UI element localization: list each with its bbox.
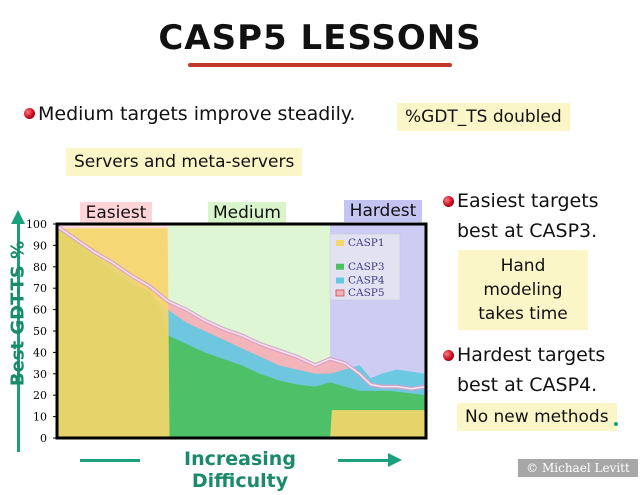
band-label-hardest: Hardest: [344, 200, 422, 222]
x-axis-arrow-line-right: [338, 459, 390, 462]
note-hand-modeling-line2: takes time: [478, 304, 568, 324]
y-tick-label: 40: [33, 346, 47, 359]
bullet-hardest-line1: Hardest targets: [457, 344, 606, 366]
y-tick-label: 10: [33, 411, 47, 424]
legend-swatch-casp3: [336, 263, 344, 270]
note-gdt-doubled: %GDT_TS doubled: [397, 103, 570, 131]
area-casp1: [57, 228, 426, 438]
y-axis-arrow-icon: [11, 210, 25, 224]
band-label-easiest: Easiest: [80, 202, 152, 224]
y-tick-label: 20: [33, 389, 47, 402]
decorative-dot: [614, 422, 618, 426]
y-tick-label: 100: [26, 218, 47, 231]
y-tick-label: 80: [33, 261, 47, 274]
y-tick-label: 0: [40, 432, 47, 445]
gdt-chart: 0 10 20 30 40 50 60 70 80 90 100 CASP1 CASP3 CASP4CAS…: [26, 218, 428, 445]
legend-label-casp1: CASP1: [348, 237, 385, 249]
legend-swatch-casp4: [336, 277, 344, 284]
legend-label-casp4: CASP4: [348, 275, 385, 287]
bullet-icon: [24, 108, 35, 119]
bullet-hardest-line2: best at CASP4.: [457, 374, 598, 396]
legend-swatch-casp5: [335, 289, 345, 297]
legend-label-casp3: CASP3: [348, 261, 385, 273]
legend-label-casp5: CASP5: [348, 287, 385, 299]
copyright-badge: © Michael Levitt 04: [518, 459, 638, 493]
y-tick-label: 30: [33, 368, 47, 381]
note-hand-modeling-line1: Hand modeling: [483, 256, 563, 300]
x-axis-arrow-icon: [388, 453, 402, 467]
note-hand-modeling: Hand modeling takes time: [458, 250, 588, 330]
title-underline: [188, 63, 452, 67]
bullet-icon: [443, 196, 454, 207]
bullet-medium-targets: Medium targets improve steadily.: [38, 103, 356, 125]
line-casp5-highlight: [56, 225, 427, 390]
x-axis-arrow-line-left: [80, 459, 140, 462]
note-servers: Servers and meta-servers: [66, 148, 303, 176]
y-tick-label: 70: [33, 282, 47, 295]
y-tick-label: 60: [33, 304, 47, 317]
page-title: CASP5 LESSONS: [158, 18, 482, 58]
bullet-icon: [443, 350, 454, 361]
band-label-medium: Medium: [208, 202, 286, 224]
y-tick-label: 90: [33, 239, 47, 252]
legend-swatch-casp1: [336, 240, 344, 246]
y-tick-label: 50: [33, 325, 47, 338]
bullet-easiest-line1: Easiest targets: [457, 190, 599, 212]
bullet-easiest-line2: best at CASP3.: [457, 220, 598, 242]
note-no-new-methods: No new methods: [457, 403, 617, 431]
y-axis-arrow-line: [17, 222, 20, 452]
